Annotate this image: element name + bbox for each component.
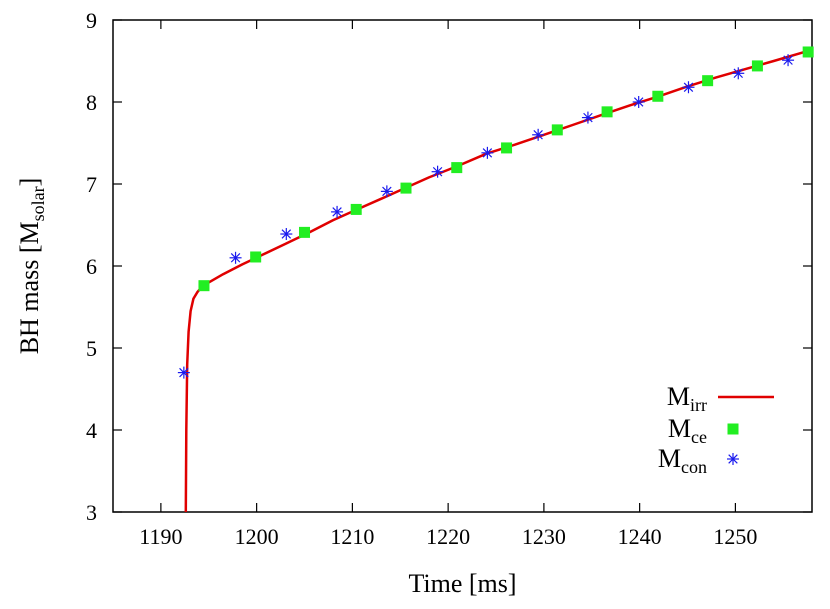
axis-ticks: 1190 1200 1210 1220 1230 1240 1250 3 4 5 6 7 8 9 <box>86 8 812 549</box>
data-point-con <box>280 228 293 241</box>
x-tick-label: 1230 <box>522 524 566 549</box>
data-point-ce <box>551 124 563 136</box>
data-point-ce <box>751 60 763 72</box>
x-tick-label: 1250 <box>713 524 757 549</box>
data-point-ce <box>501 142 513 154</box>
data-point-con <box>331 205 344 218</box>
legend-label-main: M <box>658 444 681 473</box>
x-tick-label: 1240 <box>618 524 662 549</box>
data-point-con <box>229 251 242 264</box>
y-axis-title-sub: solar <box>28 186 48 221</box>
legend-label-con: Mcon <box>658 444 707 477</box>
x-axis-title: Time [ms] <box>408 569 516 598</box>
y-axis-title: BH mass [Msolar] <box>15 178 48 355</box>
data-point-con <box>431 165 444 178</box>
y-axis-title-main: BH mass [M <box>15 221 44 354</box>
data-point-con <box>632 96 645 108</box>
legend-swatch-con <box>727 453 739 465</box>
y-tick-label: 3 <box>86 500 97 525</box>
data-point-ce <box>299 226 311 238</box>
y-tick-label: 5 <box>86 336 97 361</box>
data-point-con <box>380 185 393 198</box>
legend-swatch-ce <box>727 423 739 435</box>
legend-label-sub: ce <box>691 427 707 447</box>
data-point-con <box>177 366 190 379</box>
series-line-irr <box>184 50 808 513</box>
data-point-con <box>581 111 594 124</box>
y-tick-label: 7 <box>86 172 97 197</box>
data-point-ce <box>601 106 613 118</box>
x-tick-label: 1200 <box>235 524 279 549</box>
data-point-ce <box>198 280 210 292</box>
data-point-ce <box>802 46 814 58</box>
data-point-con <box>782 54 795 67</box>
x-tick-label: 1190 <box>139 524 182 549</box>
plot-area <box>112 19 813 513</box>
legend-label-ce: Mce <box>668 414 707 447</box>
y-tick-label: 8 <box>86 90 97 115</box>
data-point-ce <box>350 203 362 215</box>
data-point-ce <box>250 251 262 263</box>
data-point-con <box>532 128 545 141</box>
data-point-con <box>732 67 745 80</box>
legend-label-sub: con <box>681 457 707 477</box>
x-tick-label: 1220 <box>426 524 470 549</box>
legend-label-main: M <box>668 414 691 443</box>
data-point-ce <box>400 182 412 194</box>
y-axis-title-end: ] <box>15 178 44 187</box>
data-point-ce <box>702 75 714 87</box>
data-point-con <box>682 81 695 94</box>
data-marks <box>177 46 814 513</box>
data-point-ce <box>652 90 664 102</box>
plot-frame <box>112 19 813 513</box>
data-point-con <box>481 146 494 159</box>
y-tick-label: 4 <box>86 418 97 443</box>
data-point-ce <box>451 162 463 174</box>
legend-label-sub: irr <box>690 395 707 415</box>
y-tick-label: 6 <box>86 254 97 279</box>
x-tick-label: 1210 <box>330 524 374 549</box>
legend-label-main: M <box>667 382 690 411</box>
legend-label-irr: Mirr <box>667 382 707 415</box>
y-tick-label: 9 <box>86 8 97 33</box>
